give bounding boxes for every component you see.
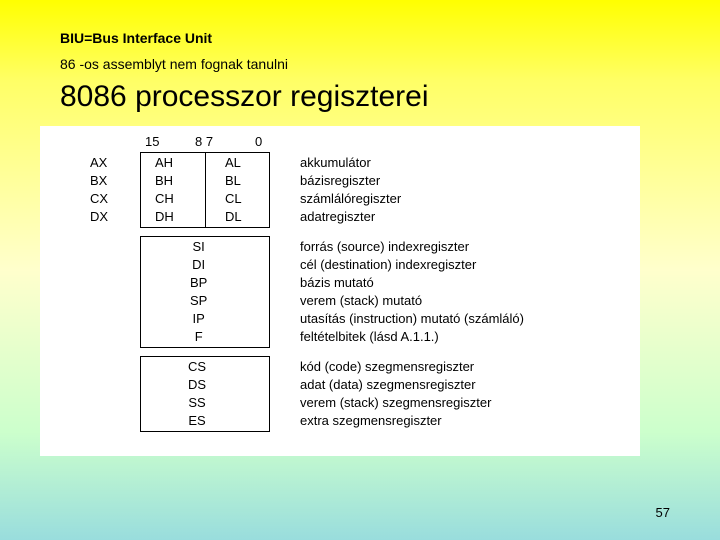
reg-dx: DX [90,208,108,226]
reg-ax: AX [90,154,108,172]
slide: BIU=Bus Interface Unit 86 -os assemblyt … [0,0,720,456]
bit-label-87: 8 7 [195,134,213,149]
pointer-regs: SI DI BP SP IP F [190,238,207,346]
general-regs-16bit: AX BX CX DX [90,154,108,226]
reg-cl: CL [225,190,242,208]
bit-label-0: 0 [255,134,262,149]
desc-ds: adat (data) szegmensregiszter [300,376,491,394]
segment-regs: CS DS SS ES [188,358,206,430]
slide-title: 8086 processzor regiszterei [60,80,660,114]
desc-dx: adatregiszter [300,208,401,226]
low-byte-regs: AL BL CL DL [225,154,242,226]
desc-bx: bázisregiszter [300,172,401,190]
reg-sp: SP [190,292,207,310]
header-line2: 86 -os assemblyt nem fognak tanulni [60,56,660,72]
desc-bp: bázis mutató [300,274,524,292]
desc-cs: kód (code) szegmensregiszter [300,358,491,376]
desc-es: extra szegmensregiszter [300,412,491,430]
high-byte-regs: AH BH CH DH [155,154,174,226]
reg-ip: IP [190,310,207,328]
pointer-regs-desc: forrás (source) indexregiszter cél (dest… [300,238,524,346]
desc-di: cél (destination) indexregiszter [300,256,524,274]
desc-ax: akkumulátor [300,154,401,172]
reg-cx: CX [90,190,108,208]
reg-f: F [190,328,207,346]
desc-ss: verem (stack) szegmensregiszter [300,394,491,412]
segment-regs-desc: kód (code) szegmensregiszter adat (data)… [300,358,491,430]
bit-label-15: 15 [145,134,159,149]
general-regs-split [205,152,206,228]
reg-al: AL [225,154,242,172]
desc-cx: számlálóregiszter [300,190,401,208]
reg-bh: BH [155,172,174,190]
desc-si: forrás (source) indexregiszter [300,238,524,256]
desc-f: feltételbitek (lásd A.1.1.) [300,328,524,346]
reg-ss: SS [188,394,206,412]
desc-sp: verem (stack) mutató [300,292,524,310]
reg-cs: CS [188,358,206,376]
reg-es: ES [188,412,206,430]
page-number: 57 [656,505,670,520]
reg-di: DI [190,256,207,274]
reg-ds: DS [188,376,206,394]
general-regs-desc: akkumulátor bázisregiszter számlálóregis… [300,154,401,226]
header-line1: BIU=Bus Interface Unit [60,30,660,46]
reg-ah: AH [155,154,174,172]
reg-si: SI [190,238,207,256]
reg-bl: BL [225,172,242,190]
reg-bp: BP [190,274,207,292]
register-diagram: 15 8 7 0 AX BX CX DX AH BH CH DH AL BL C… [40,126,640,456]
desc-ip: utasítás (instruction) mutató (számláló) [300,310,524,328]
reg-bx: BX [90,172,108,190]
reg-dl: DL [225,208,242,226]
reg-ch: CH [155,190,174,208]
reg-dh: DH [155,208,174,226]
